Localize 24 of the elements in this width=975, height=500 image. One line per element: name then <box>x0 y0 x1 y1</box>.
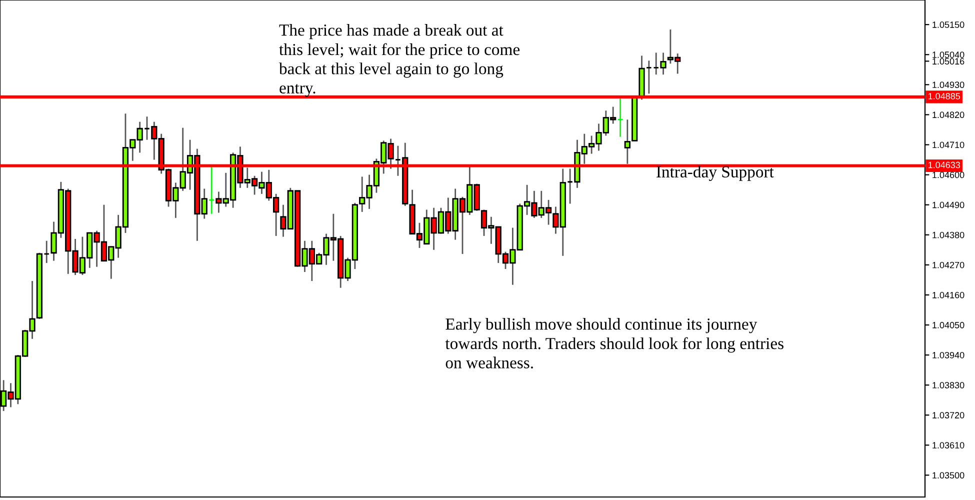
candlestick <box>617 97 624 138</box>
y-tick-label: 1.05150 <box>932 22 964 28</box>
y-tick-label: 1.04050 <box>932 322 964 328</box>
y-tick-label: 1.04600 <box>932 172 964 178</box>
y-tick-label: 1.03500 <box>932 472 964 479</box>
y-tick-label: 1.05040 <box>932 52 964 58</box>
y-tick-label: 1.03830 <box>932 382 964 388</box>
y-tick-label: 1.04160 <box>932 292 964 298</box>
candlestick <box>208 166 215 215</box>
ref-line-label: 1.04885 <box>928 92 960 100</box>
y-tick-label: 1.05016 <box>932 58 964 65</box>
annotation: Early bullish move should continue its journey towards north. Traders should look for long entries on weakness. <box>445 318 784 368</box>
y-tick-label: 1.04930 <box>932 82 964 88</box>
y-tick-label: 1.03720 <box>932 412 964 418</box>
y-tick-label: 1.04380 <box>932 232 964 238</box>
y-tick-label: 1.03940 <box>932 352 964 358</box>
y-tick-label: 1.03610 <box>932 442 964 448</box>
y-tick-label: 1.04270 <box>932 262 964 268</box>
annotation: Intra-day Support <box>656 166 774 181</box>
y-tick-label: 1.04710 <box>932 142 964 148</box>
ref-line-label: 1.04633 <box>928 162 960 168</box>
y-tick-label: 1.04490 <box>932 202 964 208</box>
y-tick-label: 1.04820 <box>932 112 964 118</box>
annotation: The price has made a break out at this level; wait for the price to come back at this level again to go long entry. <box>278 24 520 97</box>
